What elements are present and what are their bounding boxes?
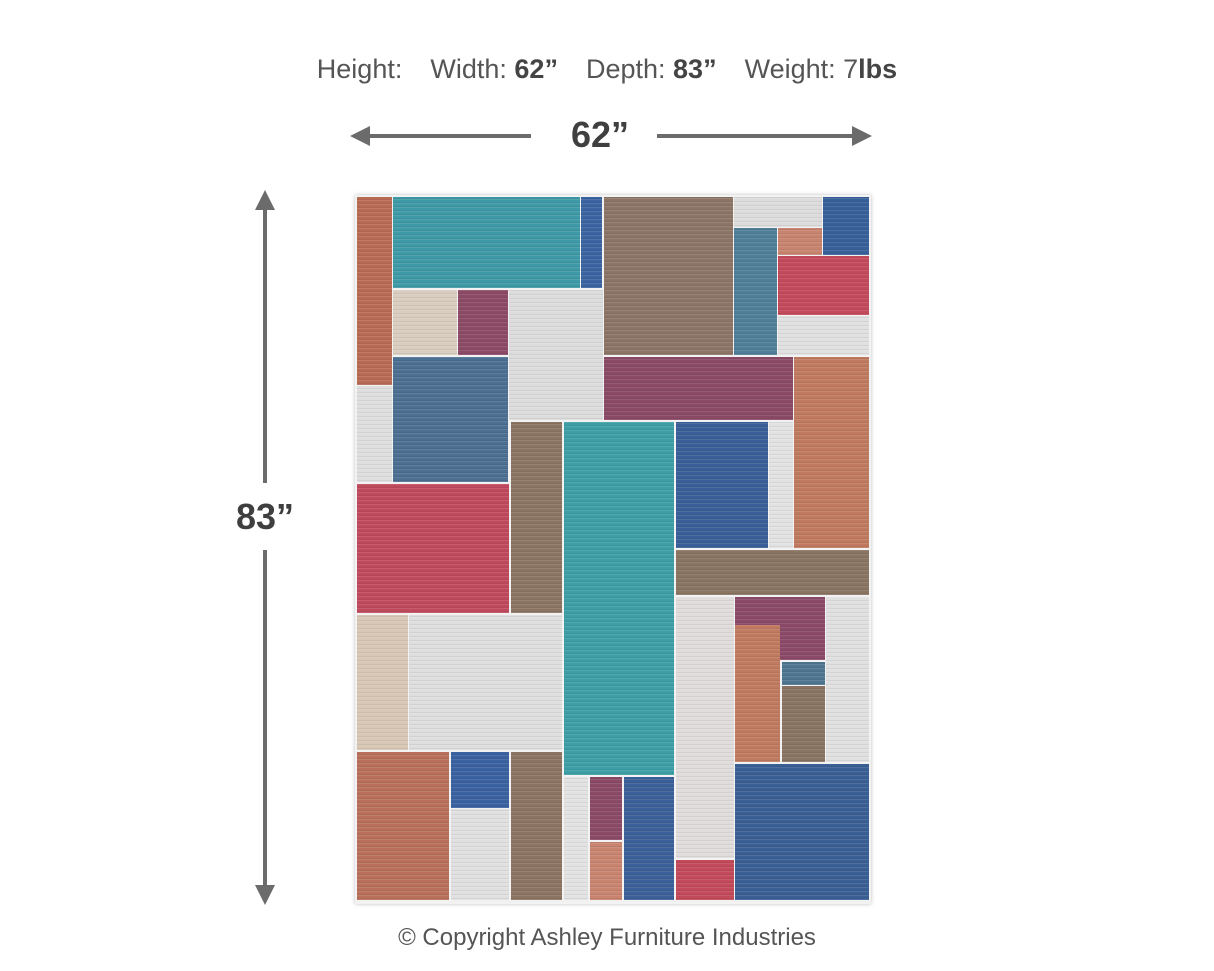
copyright-notice: © Copyright Ashley Furniture Industries: [398, 924, 816, 951]
rug-pattern-block: [357, 386, 392, 482]
rug-pattern-block: [778, 228, 822, 255]
rug-pattern-block: [511, 422, 562, 613]
rug-pattern-block: [509, 290, 603, 420]
rug-image: [355, 195, 871, 904]
width-dimension-label: 62”: [570, 114, 630, 155]
rug-pattern-block: [735, 764, 869, 900]
rug-pattern-block: [590, 777, 622, 840]
depth-spec: Depth: 83”: [586, 54, 717, 84]
rug-pattern-block: [769, 422, 793, 548]
rug-pattern-block: [778, 256, 869, 315]
rug-pattern-block: [451, 752, 509, 808]
rug-pattern-block: [734, 228, 777, 355]
rug-pattern-block: [778, 316, 869, 355]
depth-value: 83”: [673, 54, 717, 84]
rug-pattern-block: [581, 197, 602, 288]
width-arrow-left: [350, 126, 531, 146]
rug-pattern-block: [826, 597, 869, 762]
depth-label: Depth:: [585, 54, 666, 84]
rug-pattern-block: [590, 842, 622, 900]
rug-pattern-block: [794, 357, 869, 548]
rug-pattern-block: [676, 550, 869, 595]
rug-pattern-block: [393, 357, 508, 482]
width-label: Width:: [430, 54, 507, 84]
weight-number: 7: [843, 54, 859, 84]
rug-pattern-block: [676, 422, 768, 548]
width-arrow-right: [657, 126, 872, 146]
height-spec: Height:: [317, 54, 403, 84]
rug-pattern-block: [409, 615, 562, 750]
rug-pattern-block: [357, 197, 392, 385]
specifications-line: Height: Width: 62” Depth: 83” Weight: 7lbs: [0, 54, 1214, 85]
weight-label: Weight:: [744, 54, 836, 84]
rug-pattern-block: [734, 197, 822, 227]
width-value: 62”: [514, 54, 558, 84]
weight-spec: Weight: 7lbs: [745, 54, 898, 84]
rug-pattern-block: [357, 484, 509, 613]
rug-pattern-block: [676, 597, 734, 858]
rug-pattern-block: [735, 625, 780, 762]
height-arrow-bottom: [255, 550, 275, 905]
height-label: Height:: [316, 54, 403, 84]
rug-pattern-block: [604, 357, 793, 420]
rug-pattern-block: [511, 752, 562, 900]
width-spec: Width: 62”: [430, 54, 558, 84]
rug-pattern-block: [393, 197, 580, 288]
rug-pattern-block: [393, 290, 457, 355]
height-arrow-top: [255, 190, 275, 483]
rug-pattern-block: [458, 290, 508, 355]
rug-pattern-block: [451, 809, 509, 900]
height-dimension-label: 83”: [235, 496, 295, 537]
rug-pattern-block: [357, 752, 449, 900]
rug-pattern-block: [782, 686, 825, 762]
rug-pattern-block: [604, 197, 733, 355]
weight-unit: lbs: [858, 54, 898, 84]
rug-pattern-block: [564, 777, 588, 900]
rug-pattern-block: [676, 860, 734, 900]
rug-pattern-block: [782, 662, 825, 685]
rug-pattern-block: [624, 777, 674, 900]
rug-pattern-block: [564, 422, 674, 775]
rug-pattern-block: [357, 615, 408, 750]
rug-pattern-block: [823, 197, 869, 255]
